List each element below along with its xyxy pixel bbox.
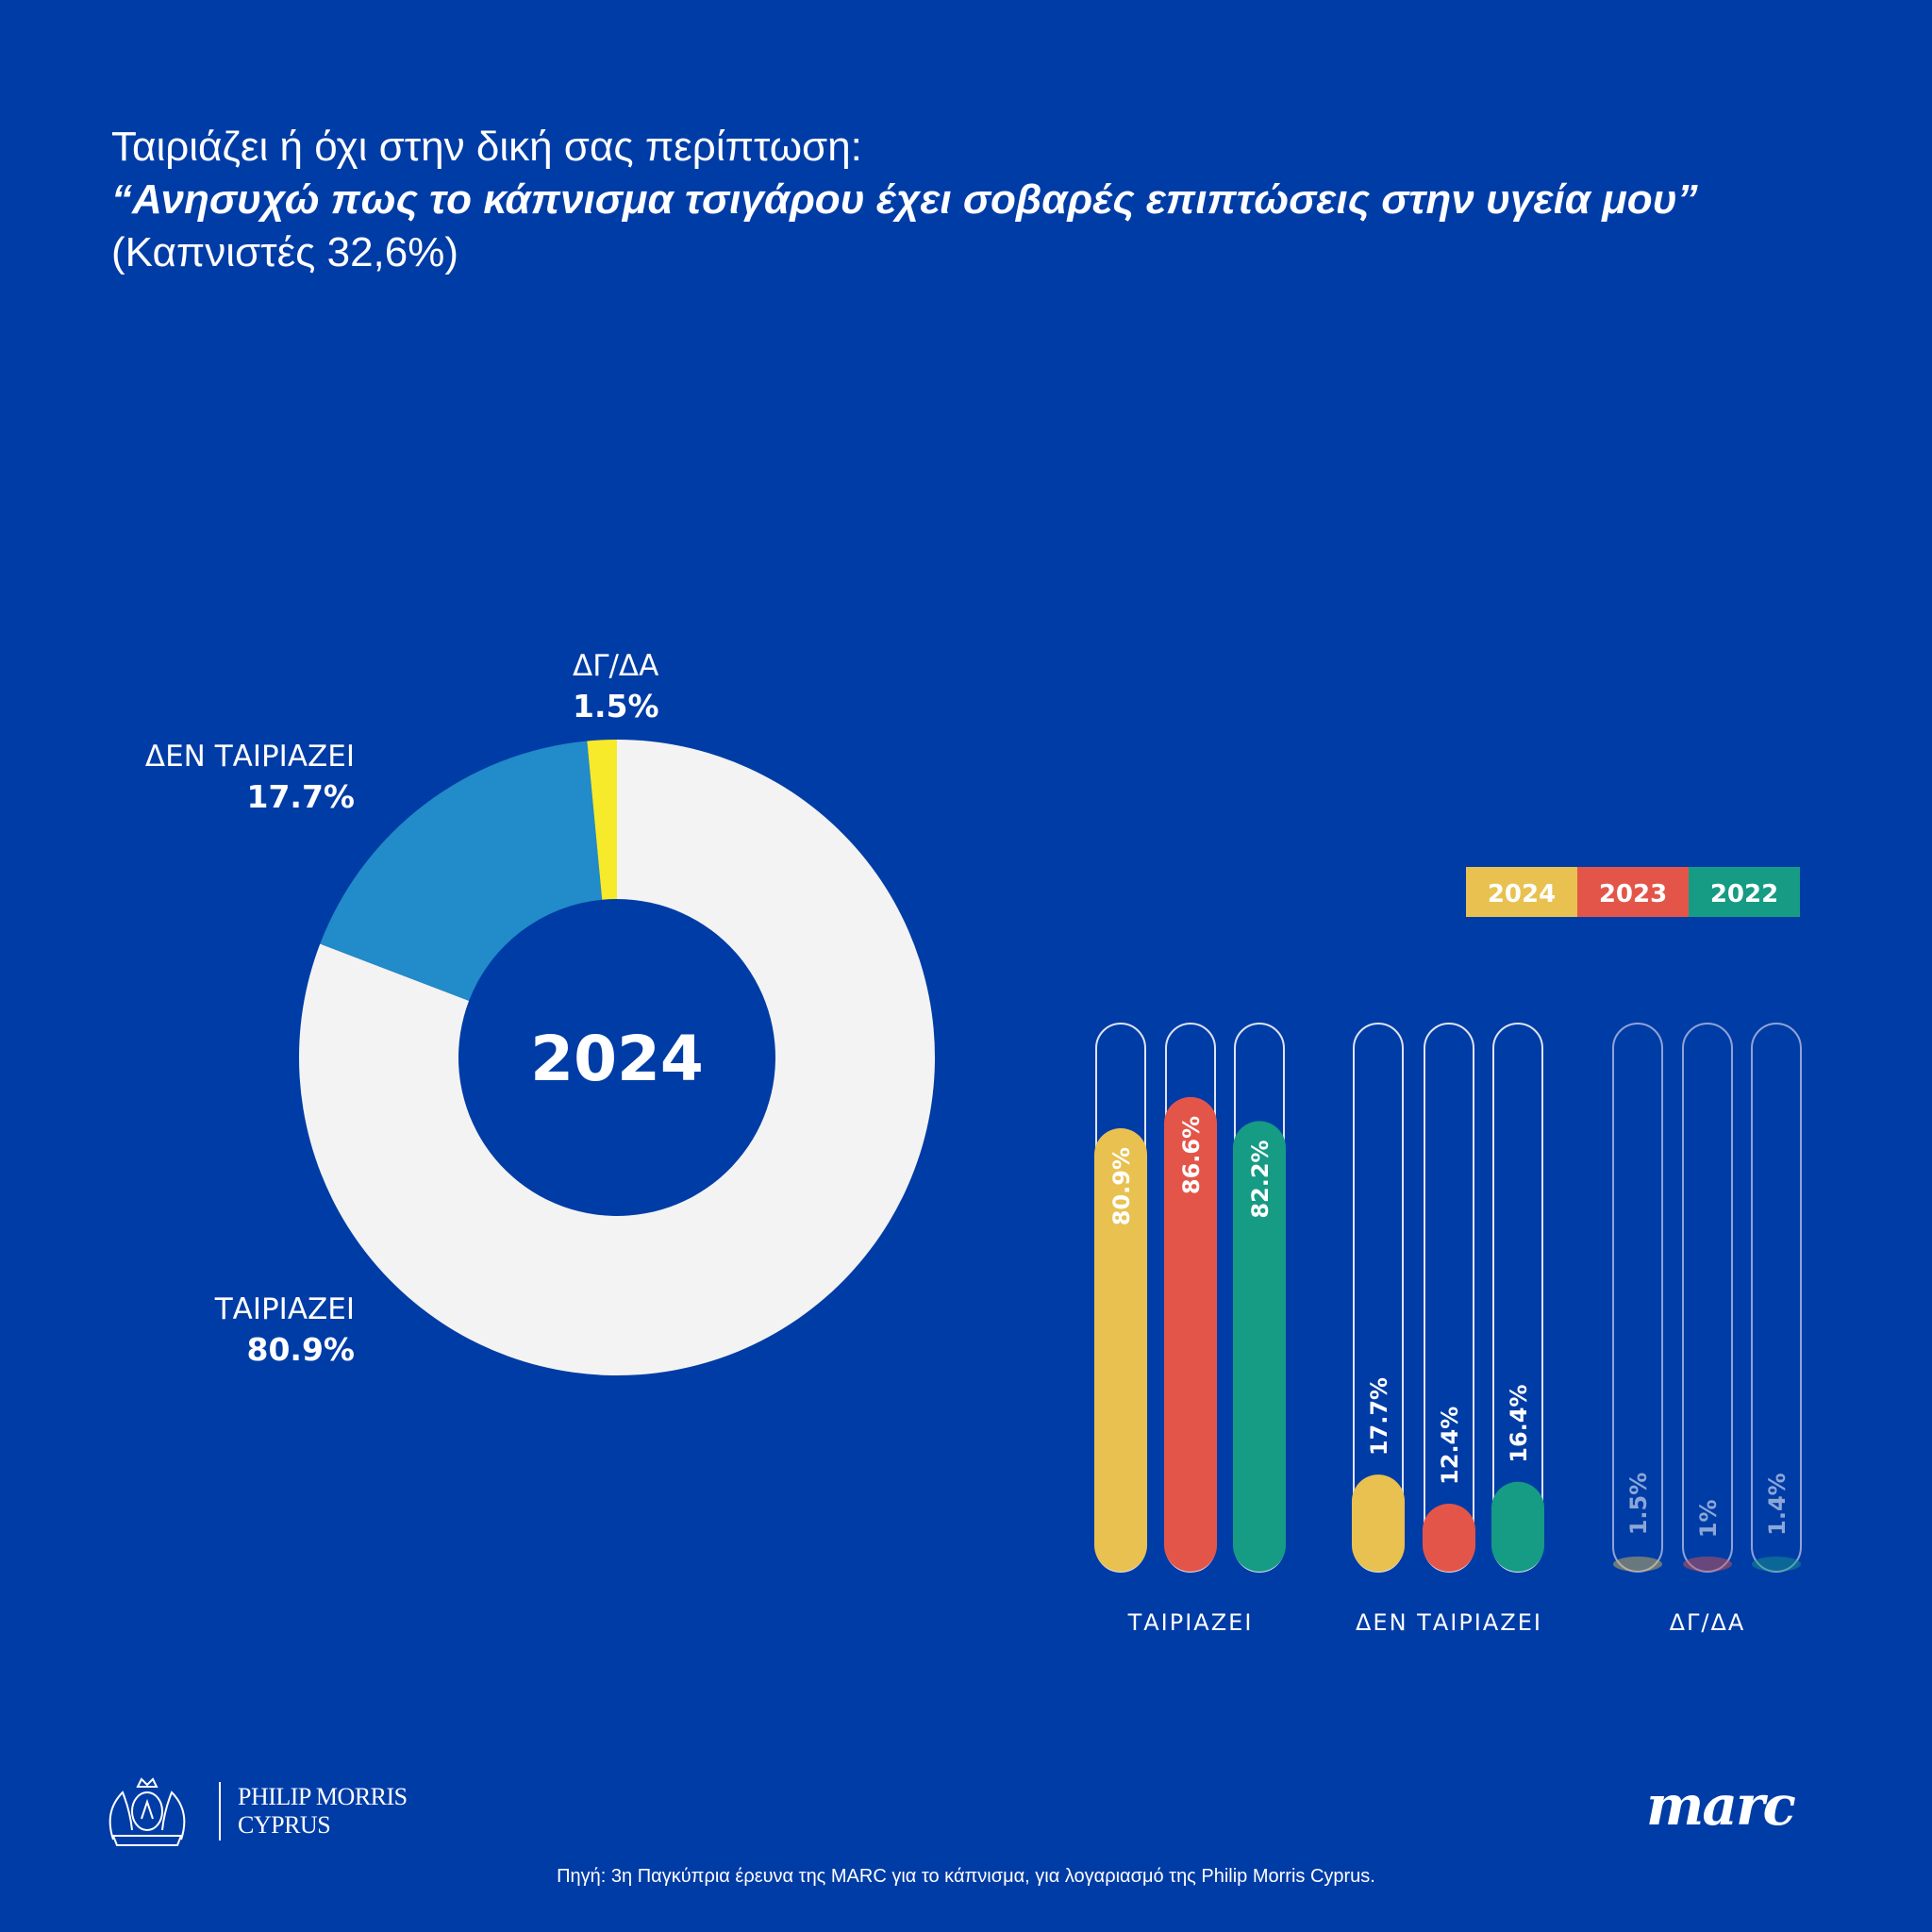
pm-logo-line2: CYPRUS: [238, 1811, 331, 1839]
bar-fill: [1164, 1096, 1217, 1572]
bar-fill: [1491, 1481, 1544, 1572]
bar-value-label: 12.4%: [1437, 1407, 1463, 1485]
donut-label-value: 1.5%: [573, 688, 659, 724]
pm-crest-icon: [108, 1777, 186, 1846]
donut-label-value: 80.9%: [247, 1331, 356, 1368]
chart-title: Ταιριάζει ή όχι στην δική σας περίπτωση:…: [111, 121, 1698, 279]
legend-swatch-2024: [1466, 867, 1577, 917]
legend-swatch-2022: [1689, 867, 1800, 917]
bar-track: [1095, 1023, 1146, 1573]
bar-value-label: 82.2%: [1247, 1140, 1274, 1218]
title-subtitle: (Καπνιστές 32,6%): [111, 229, 459, 275]
donut-center-label: 2024: [530, 1023, 704, 1095]
bar-fill: [1352, 1474, 1405, 1572]
title-line-1: Ταιριάζει ή όχι στην δική σας περίπτωση:: [111, 124, 862, 170]
bar-track: [1234, 1023, 1285, 1573]
donut-slice: [299, 740, 935, 1375]
category-label: ΔΓ/ΔΑ: [1670, 1609, 1746, 1636]
bar-track: [1612, 1023, 1663, 1573]
donut-slice: [320, 741, 603, 1001]
legend-swatch-2023: [1577, 867, 1689, 917]
donut-label-name: ΔΓ/ΔΑ: [573, 649, 658, 683]
bar-track: [1165, 1023, 1216, 1573]
bar-fill: [1233, 1121, 1286, 1572]
legend-label-2024: 2024: [1488, 880, 1556, 908]
bar-track: [1682, 1023, 1733, 1573]
bar-track: [1424, 1023, 1474, 1573]
bar-value-label: 1%: [1695, 1499, 1722, 1538]
title-quote: “Ανησυχώ πως το κάπνισμα τσιγάρου έχει σ…: [111, 176, 1698, 223]
category-label: ΤΑΙΡΙΑΖΕΙ: [1127, 1609, 1254, 1636]
legend-label-2023: 2023: [1599, 880, 1667, 908]
bar-track: [1751, 1023, 1802, 1573]
donut-label-name: ΤΑΙΡΙΑΖΕΙ: [214, 1292, 355, 1326]
bar-fill: [1752, 1557, 1801, 1572]
donut-label-value: 17.7%: [247, 778, 356, 815]
source-note: Πηγή: 3η Παγκύπρια έρευνα της MARC για τ…: [557, 1866, 1375, 1887]
bar-fill: [1423, 1503, 1475, 1572]
bar-value-label: 1.4%: [1764, 1473, 1790, 1536]
donut-slice: [587, 740, 617, 900]
marc-logo: marc: [1646, 1774, 1796, 1838]
bar-fill: [1683, 1557, 1732, 1572]
bar-value-label: 17.7%: [1366, 1377, 1392, 1456]
bar-fill: [1094, 1127, 1147, 1572]
legend-label-2022: 2022: [1710, 880, 1778, 908]
bar-value-label: 80.9%: [1108, 1147, 1135, 1225]
category-label: ΔΕΝ ΤΑΙΡΙΑΖΕΙ: [1356, 1609, 1542, 1636]
logo-divider: [219, 1782, 221, 1840]
philip-morris-logo: PHILIP MORRIS CYPRUS: [94, 1774, 408, 1849]
pm-logo-line1: PHILIP MORRIS: [238, 1783, 408, 1810]
bar-value-label: 1.5%: [1625, 1473, 1652, 1536]
bar-value-label: 86.6%: [1178, 1116, 1205, 1194]
bar-track: [1353, 1023, 1404, 1573]
bar-track: [1492, 1023, 1543, 1573]
bar-fill: [1613, 1557, 1662, 1572]
bar-value-label: 16.4%: [1506, 1384, 1532, 1462]
donut-label-name: ΔΕΝ ΤΑΙΡΙΑΖΕΙ: [145, 740, 355, 774]
